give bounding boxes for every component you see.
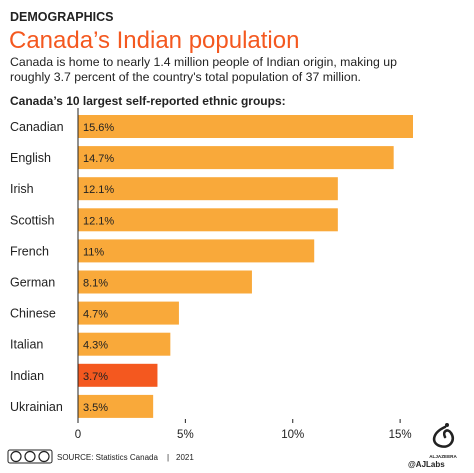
value-label-indian: 3.7% bbox=[83, 371, 108, 383]
value-label-canadian: 15.6% bbox=[83, 122, 114, 134]
chart-heading: Canada’s 10 largest self-reported ethnic… bbox=[10, 94, 286, 108]
category-label-ukrainian: Ukrainian bbox=[10, 400, 63, 414]
x-tick-label-15: 15% bbox=[389, 429, 412, 441]
x-tick-label-5: 5% bbox=[177, 429, 194, 441]
category-label-italian: Italian bbox=[10, 338, 43, 352]
category-label-chinese: Chinese bbox=[10, 307, 56, 321]
license-badge bbox=[7, 449, 53, 464]
bar-german bbox=[78, 270, 252, 294]
bar-chart: Canadian 15.6% English 14.7% Irish 12.1% Scott… bbox=[10, 108, 413, 441]
logo-mark bbox=[432, 425, 455, 448]
bar-ukrainian bbox=[78, 394, 154, 418]
bar-scottish bbox=[78, 208, 338, 232]
nc-icon bbox=[38, 450, 50, 463]
category-label-canadian: Canadian bbox=[10, 120, 64, 134]
source-text: SOURCE: Statistics Canada bbox=[57, 453, 158, 462]
section-label: DEMOGRAPHICS bbox=[10, 10, 113, 24]
bar-french bbox=[78, 239, 315, 263]
bar-canadian bbox=[78, 115, 413, 138]
value-label-italian: 4.3% bbox=[83, 340, 108, 352]
category-label-french: French bbox=[10, 244, 49, 258]
separator: | bbox=[167, 453, 169, 462]
x-tick-label-0: 0 bbox=[75, 429, 81, 441]
aljazeera-logo: ALJAZEERA bbox=[429, 423, 457, 459]
year-text: 2021 bbox=[176, 453, 194, 462]
value-label-english: 14.7% bbox=[83, 153, 114, 165]
logo-dot bbox=[445, 423, 449, 427]
by-icon bbox=[24, 450, 36, 463]
category-label-scottish: Scottish bbox=[10, 213, 55, 227]
bar-italian bbox=[78, 332, 171, 356]
bar-indian bbox=[78, 363, 158, 387]
bar-irish bbox=[78, 177, 338, 201]
credit-text: @AJLabs bbox=[408, 460, 445, 469]
value-label-chinese: 4.7% bbox=[83, 309, 108, 321]
value-label-german: 8.1% bbox=[83, 278, 108, 290]
value-label-scottish: 12.1% bbox=[83, 215, 114, 227]
subtitle-line-1: Canada is home to nearly 1.4 million peo… bbox=[10, 55, 397, 69]
bar-english bbox=[78, 146, 394, 170]
bar-chinese bbox=[78, 301, 179, 325]
value-label-irish: 12.1% bbox=[83, 184, 114, 196]
cc-icon bbox=[10, 450, 22, 463]
value-label-french: 11% bbox=[83, 246, 104, 258]
category-label-indian: Indian bbox=[10, 369, 44, 383]
category-label-german: German bbox=[10, 276, 55, 290]
category-label-english: English bbox=[10, 151, 51, 165]
category-label-irish: Irish bbox=[10, 182, 34, 196]
x-tick-label-10: 10% bbox=[281, 429, 304, 441]
page-title: Canada’s Indian population bbox=[9, 27, 299, 54]
logo-wordmark: ALJAZEERA bbox=[429, 454, 457, 459]
value-label-ukrainian: 3.5% bbox=[83, 402, 108, 414]
subtitle-line-2: roughly 3.7 percent of the country's tot… bbox=[10, 70, 361, 84]
